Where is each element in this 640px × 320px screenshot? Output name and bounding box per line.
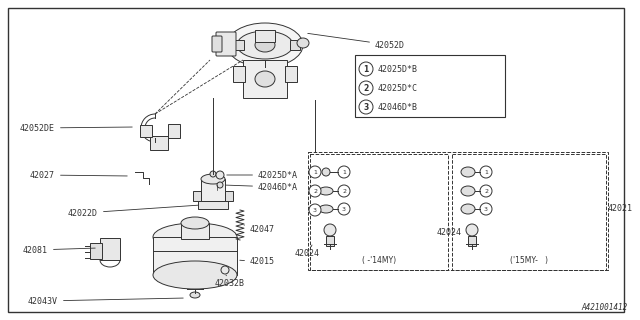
Circle shape bbox=[216, 171, 224, 179]
Ellipse shape bbox=[201, 174, 225, 184]
Text: 3: 3 bbox=[484, 206, 488, 212]
Circle shape bbox=[309, 204, 321, 216]
Bar bbox=[181, 223, 209, 239]
Text: 42032B: 42032B bbox=[215, 275, 245, 287]
Text: 42024: 42024 bbox=[295, 245, 320, 259]
Circle shape bbox=[480, 166, 492, 178]
Ellipse shape bbox=[297, 38, 309, 48]
Circle shape bbox=[309, 166, 321, 178]
Text: 3: 3 bbox=[313, 207, 317, 212]
Bar bbox=[308, 152, 608, 270]
Circle shape bbox=[338, 203, 350, 215]
Text: 2: 2 bbox=[342, 188, 346, 194]
Text: 42024: 42024 bbox=[437, 228, 462, 236]
Bar bbox=[243, 60, 287, 98]
Circle shape bbox=[359, 81, 373, 95]
Bar bbox=[234, 40, 244, 50]
Text: 42021: 42021 bbox=[608, 204, 633, 212]
Ellipse shape bbox=[153, 261, 237, 289]
Text: 2: 2 bbox=[364, 84, 369, 92]
Text: 42047: 42047 bbox=[244, 225, 275, 234]
Bar bbox=[355, 55, 505, 117]
Text: 2: 2 bbox=[484, 188, 488, 194]
Text: 1: 1 bbox=[342, 170, 346, 174]
Bar bbox=[310, 154, 448, 270]
Text: 42052DE: 42052DE bbox=[20, 124, 132, 132]
Bar bbox=[140, 125, 152, 137]
Circle shape bbox=[309, 185, 321, 197]
Text: 1: 1 bbox=[484, 170, 488, 174]
Circle shape bbox=[480, 185, 492, 197]
Text: 42022D: 42022D bbox=[68, 205, 198, 218]
Circle shape bbox=[217, 182, 223, 188]
Ellipse shape bbox=[153, 223, 237, 251]
Circle shape bbox=[359, 100, 373, 114]
Bar bbox=[153, 237, 237, 275]
Ellipse shape bbox=[255, 71, 275, 87]
Text: 42015: 42015 bbox=[240, 258, 275, 267]
Text: 42043V: 42043V bbox=[28, 297, 183, 306]
Text: 1: 1 bbox=[364, 65, 369, 74]
Bar bbox=[100, 238, 120, 260]
Ellipse shape bbox=[255, 38, 275, 52]
Bar bbox=[452, 154, 606, 270]
Ellipse shape bbox=[319, 205, 333, 213]
Text: 3: 3 bbox=[342, 206, 346, 212]
Ellipse shape bbox=[461, 167, 475, 177]
Bar bbox=[225, 191, 233, 201]
Circle shape bbox=[338, 185, 350, 197]
Bar bbox=[468, 236, 476, 246]
Text: 2: 2 bbox=[313, 188, 317, 194]
Text: 1: 1 bbox=[313, 170, 317, 174]
Circle shape bbox=[322, 168, 330, 176]
FancyBboxPatch shape bbox=[216, 32, 236, 56]
FancyBboxPatch shape bbox=[212, 36, 222, 52]
Bar bbox=[150, 136, 168, 150]
Circle shape bbox=[338, 166, 350, 178]
Circle shape bbox=[324, 224, 336, 236]
Ellipse shape bbox=[461, 204, 475, 214]
Ellipse shape bbox=[181, 217, 209, 229]
Ellipse shape bbox=[237, 31, 293, 59]
Bar bbox=[193, 191, 201, 201]
Bar bbox=[168, 124, 180, 138]
Text: 42046D*B: 42046D*B bbox=[378, 102, 418, 111]
Bar bbox=[201, 179, 225, 201]
Circle shape bbox=[221, 266, 229, 274]
Text: 42052D: 42052D bbox=[308, 33, 405, 50]
Text: A421001412: A421001412 bbox=[582, 303, 628, 312]
Ellipse shape bbox=[190, 292, 200, 298]
Bar bbox=[290, 40, 300, 50]
Ellipse shape bbox=[227, 23, 303, 67]
Ellipse shape bbox=[461, 186, 475, 196]
Bar bbox=[233, 66, 245, 82]
Ellipse shape bbox=[319, 187, 333, 195]
Circle shape bbox=[359, 62, 373, 76]
Bar bbox=[285, 66, 297, 82]
Bar bbox=[255, 30, 275, 42]
Bar bbox=[326, 236, 334, 246]
Circle shape bbox=[480, 203, 492, 215]
Text: 42027: 42027 bbox=[30, 171, 127, 180]
Text: 3: 3 bbox=[364, 102, 369, 111]
Text: 42025D*A: 42025D*A bbox=[227, 171, 298, 180]
Text: ('15MY-   ): ('15MY- ) bbox=[510, 256, 548, 265]
Text: 42081: 42081 bbox=[23, 245, 95, 254]
Text: 42025D*B: 42025D*B bbox=[378, 65, 418, 74]
Text: 42046D*A: 42046D*A bbox=[226, 182, 298, 191]
Text: ( -'14MY): ( -'14MY) bbox=[362, 256, 396, 265]
Circle shape bbox=[210, 171, 216, 177]
Circle shape bbox=[466, 224, 478, 236]
Text: 42025D*C: 42025D*C bbox=[378, 84, 418, 92]
Bar bbox=[90, 243, 102, 259]
Bar bbox=[198, 201, 228, 209]
